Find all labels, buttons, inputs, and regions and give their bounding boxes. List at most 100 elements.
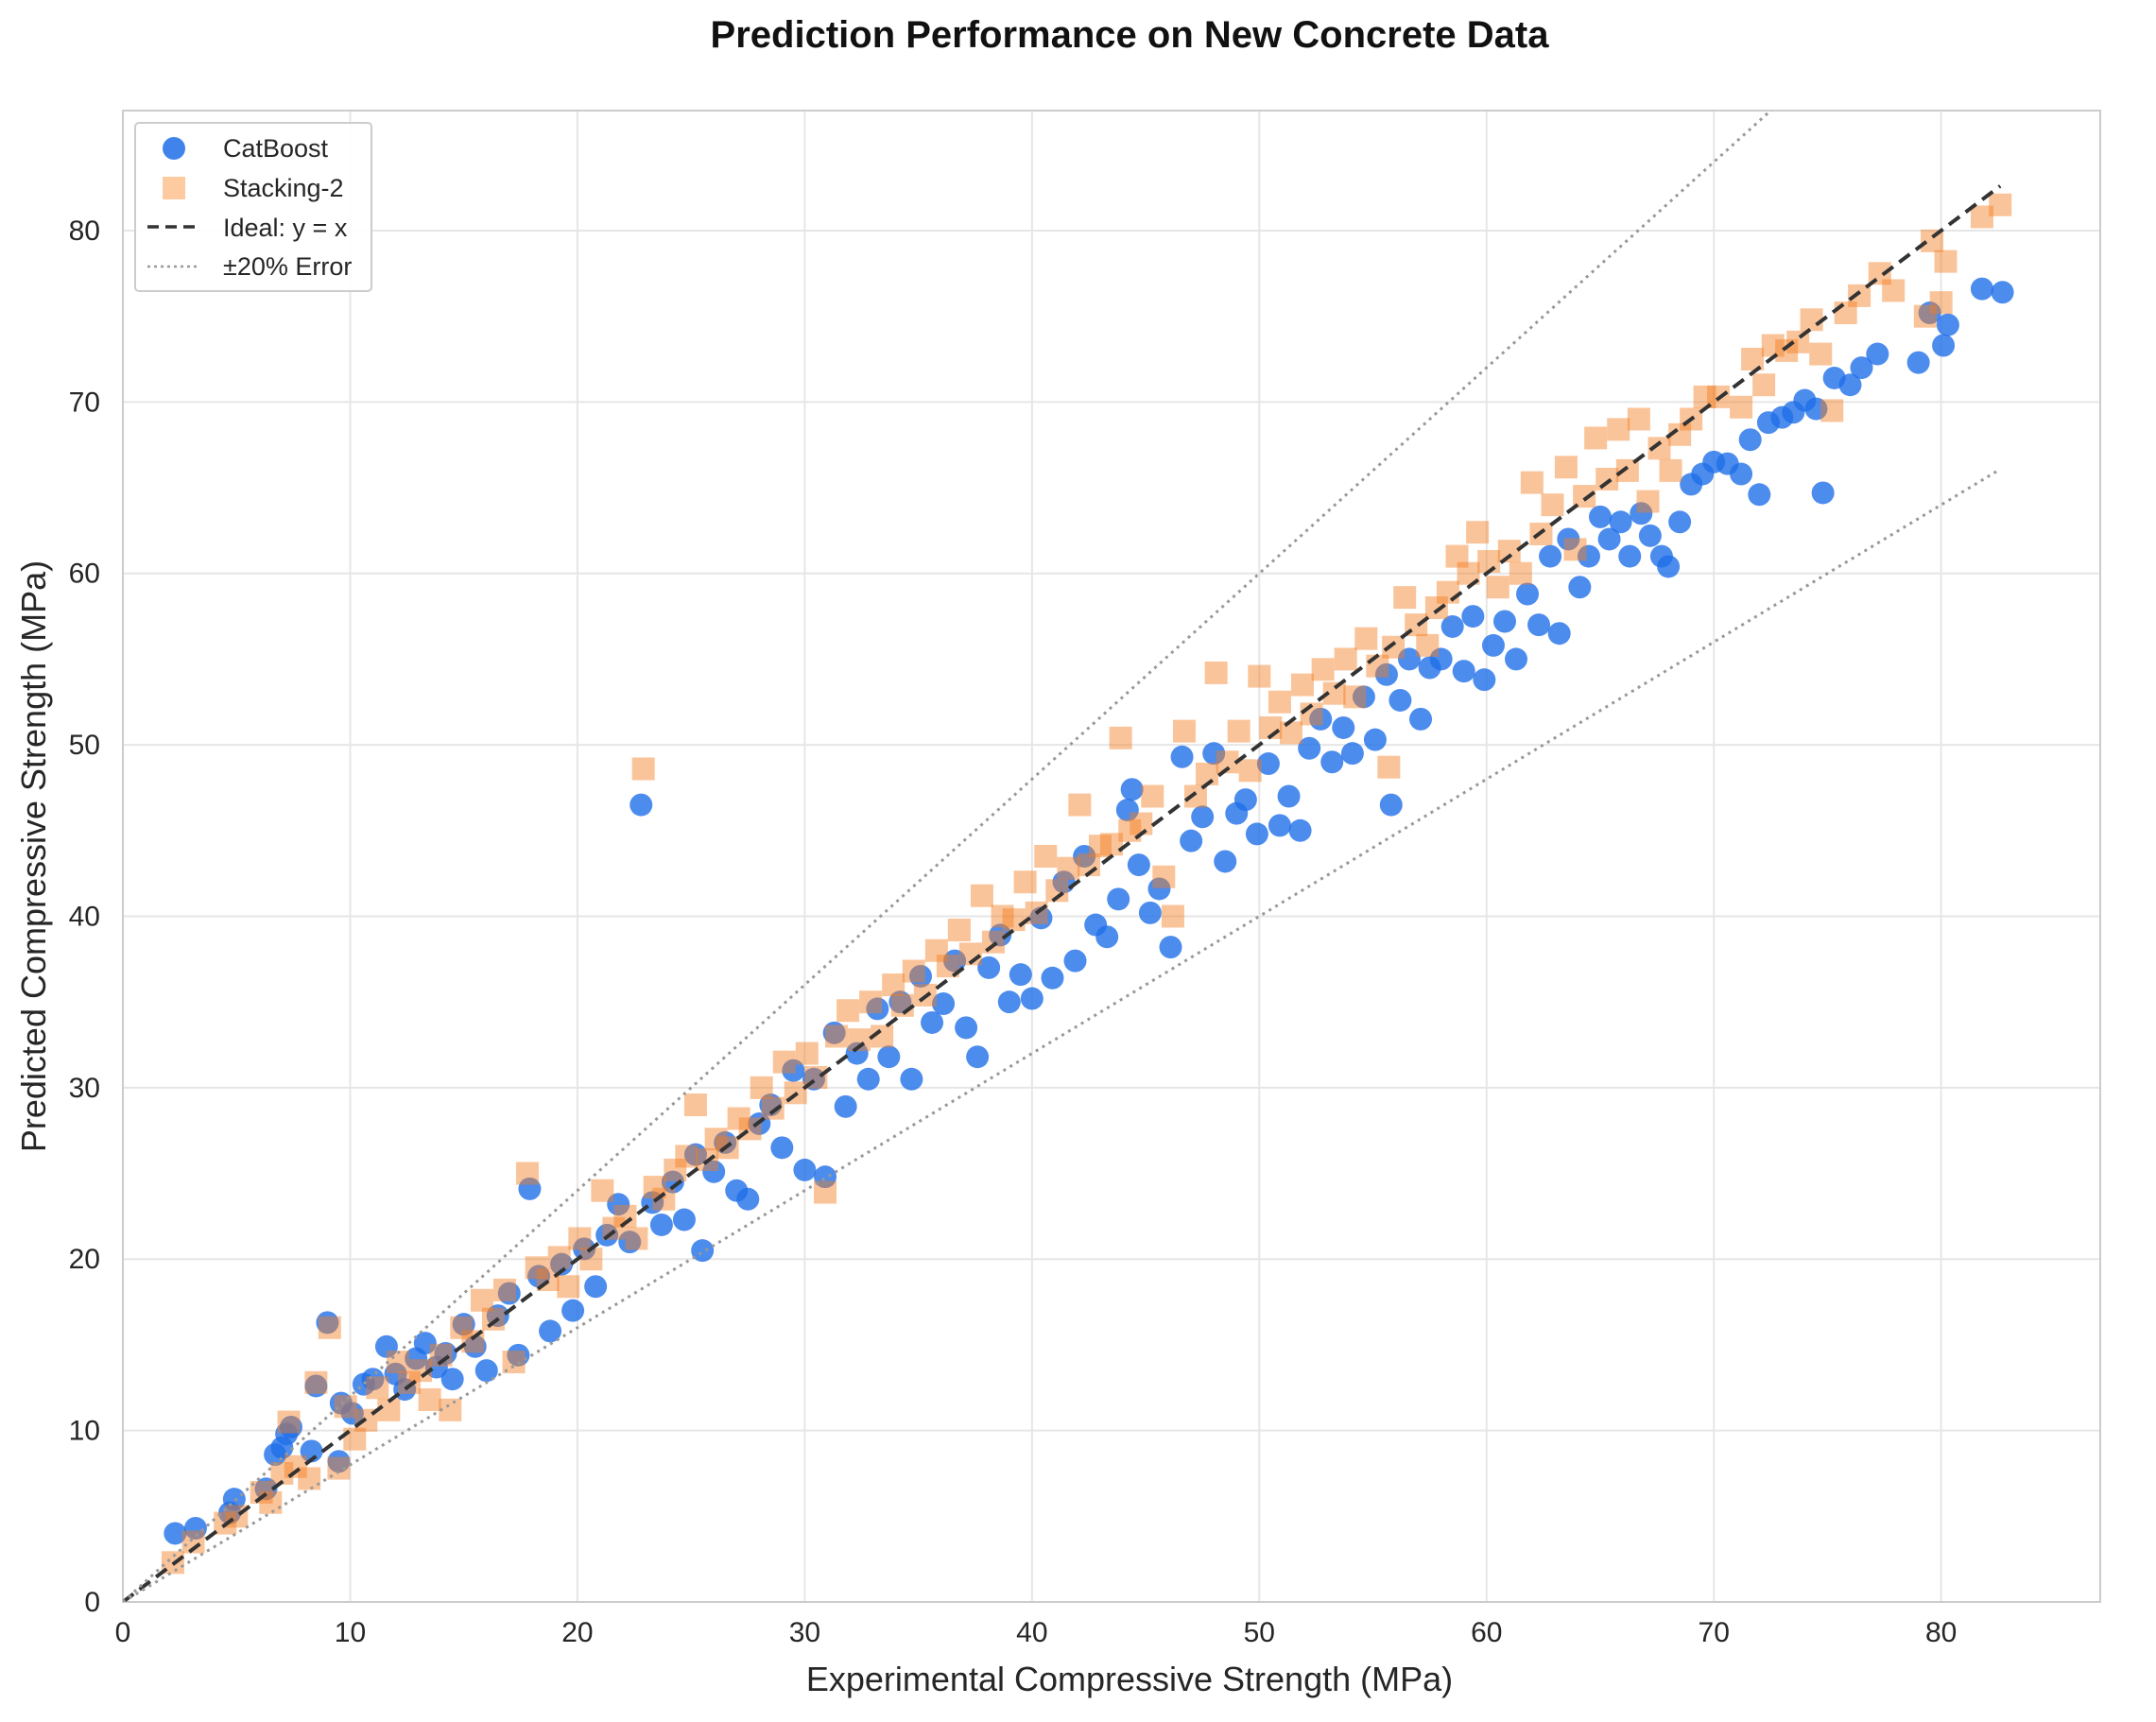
stacking-point [481, 1307, 505, 1331]
stacking-point [377, 1398, 401, 1421]
legend-ideal-label: Ideal: y = x [223, 214, 348, 242]
plot-frame [122, 110, 2101, 1603]
stacking-point [1659, 458, 1682, 482]
stacking-point [1002, 908, 1026, 932]
catboost-point [1804, 397, 1828, 421]
legend-error-label: ±20% Error [223, 252, 352, 281]
stacking-point [1343, 685, 1367, 709]
catboost-point [300, 1439, 323, 1463]
catboost-point [856, 1067, 880, 1091]
catboost-point [1440, 614, 1464, 638]
catboost-point [943, 949, 967, 973]
stacking-point [1034, 845, 1058, 868]
catboost-point [340, 1402, 364, 1425]
catboost-point [1191, 805, 1215, 829]
catboost-point [814, 1165, 837, 1189]
catboost-point [183, 1517, 207, 1541]
catboost-point [1147, 877, 1171, 901]
catboost-point [279, 1415, 302, 1438]
catboost-point [584, 1275, 608, 1299]
stacking-point [1382, 635, 1406, 659]
catboost-point [1352, 685, 1375, 709]
stacking-point [591, 1179, 614, 1202]
stacking-point [1436, 580, 1459, 604]
stacking-point [1088, 835, 1112, 858]
y-tick-label: 30 [69, 1073, 100, 1104]
stacking-point [1486, 576, 1509, 599]
catboost-point [361, 1368, 385, 1391]
stacking-point [284, 1455, 307, 1478]
catboost-point [607, 1193, 630, 1216]
ideal-line [123, 184, 2002, 1602]
chart-title: Prediction Performance on New Concrete D… [711, 14, 1550, 56]
stacking-point [1730, 395, 1753, 419]
catboost-point [1618, 544, 1642, 568]
stacking-point [1268, 690, 1291, 714]
catboost-point [630, 793, 653, 817]
stacking-point [1584, 426, 1608, 450]
x-tick-label: 0 [115, 1617, 131, 1648]
stacking-point [304, 1370, 328, 1394]
stacking-point [1130, 812, 1153, 835]
catboost-point [672, 1208, 696, 1231]
catboost-point [1557, 527, 1580, 551]
data-points [161, 193, 2014, 1575]
stacking-point [1100, 833, 1123, 856]
catboost-point [1850, 356, 1873, 380]
x-axis-label: Experimental Compressive Strength (MPa) [806, 1660, 1453, 1698]
catboost-point [866, 997, 889, 1021]
stacking-point [1161, 904, 1184, 928]
catboost-point [977, 956, 1001, 979]
catboost-point [1461, 605, 1485, 629]
catboost-point [434, 1342, 457, 1365]
stacking-point [1068, 793, 1092, 817]
stacking-point [1800, 308, 1823, 332]
x-tick-label: 50 [1244, 1617, 1275, 1648]
stacking-point [750, 1076, 773, 1099]
catboost-point [822, 1021, 846, 1044]
stacking-point [1820, 399, 1844, 422]
catboost-point [474, 1359, 498, 1383]
stacking-point [837, 999, 860, 1023]
catboost-point [955, 1016, 978, 1040]
catboost-point [683, 1143, 707, 1166]
catboost-point [845, 1042, 869, 1065]
catboost-point [1630, 502, 1653, 525]
y-tick-label: 0 [84, 1587, 100, 1618]
stacking-point [631, 757, 655, 781]
stacking-point [1466, 521, 1490, 544]
catboost-point [1657, 555, 1681, 578]
stacking-point [1520, 471, 1544, 494]
catboost-point [1481, 633, 1505, 657]
stacking-point [1109, 726, 1132, 749]
stacking-point [1141, 784, 1164, 808]
stacking-point [1563, 538, 1587, 561]
catboost-point [573, 1237, 596, 1261]
stacking-point [450, 1316, 474, 1339]
catboost-point [1527, 613, 1551, 637]
stacking-point [1311, 658, 1335, 681]
x-tick-label: 60 [1471, 1617, 1502, 1648]
catboost-point [1095, 925, 1119, 949]
catboost-point [834, 1094, 857, 1118]
error-band-line [123, 468, 2001, 1602]
catboost-point [518, 1177, 542, 1200]
catboost-point [649, 1213, 673, 1236]
catboost-point [1811, 481, 1835, 505]
stacking-point [859, 990, 883, 1014]
catboost-point [1388, 688, 1412, 712]
catboost-point [1256, 752, 1280, 776]
catboost-point [497, 1282, 521, 1305]
stacking-point [1934, 250, 1958, 273]
catboost-point [888, 990, 912, 1014]
stacking-point [1195, 762, 1218, 785]
stacking-point [1204, 661, 1228, 684]
catboost-point [1738, 428, 1762, 452]
catboost-point [1516, 582, 1540, 606]
catboost-point [1363, 728, 1387, 751]
catboost-point [1309, 707, 1333, 731]
catboost-point [661, 1170, 684, 1194]
catboost-point [1073, 845, 1096, 868]
catboost-point [1568, 576, 1592, 599]
